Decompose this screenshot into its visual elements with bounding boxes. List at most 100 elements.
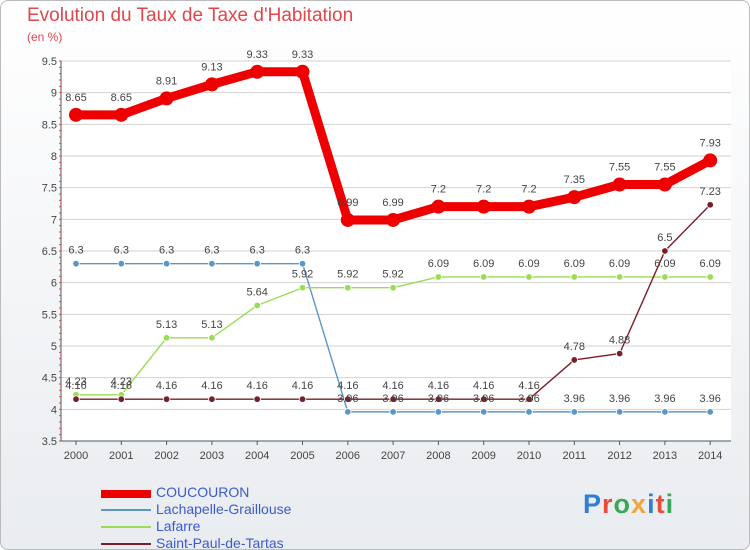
data-label: 5.13 [201, 319, 222, 331]
x-tick-label: 2002 [154, 450, 178, 462]
data-point [344, 284, 352, 292]
data-point [72, 259, 80, 268]
data-label: 6.09 [654, 258, 675, 270]
data-point [476, 199, 491, 214]
data-label: 6.3 [159, 245, 174, 257]
data-label: 4.16 [428, 380, 449, 392]
data-point [253, 301, 261, 310]
y-tick-label: 6.5 [42, 246, 57, 258]
data-point [706, 201, 714, 209]
data-point [162, 259, 171, 268]
data-point [298, 259, 307, 268]
proxiti-logo: Proxiti [583, 489, 674, 520]
legend-label: Lachapelle-Graillouse [156, 501, 292, 517]
data-point [389, 408, 397, 416]
data-point [706, 273, 714, 281]
data-label: 7.2 [431, 184, 446, 196]
data-point [525, 273, 533, 281]
data-point [431, 199, 446, 214]
data-label: 4.16 [246, 380, 267, 392]
data-label: 3.96 [654, 393, 675, 405]
data-point [657, 177, 672, 192]
data-label: 4.16 [201, 380, 222, 392]
data-point [434, 408, 443, 416]
y-tick-label: 5.5 [42, 309, 57, 321]
data-label: 4.16 [518, 380, 539, 392]
data-point [480, 408, 488, 416]
data-label: 6.3 [68, 245, 83, 257]
data-label: 7.55 [609, 162, 630, 174]
y-tick-label: 4.5 [42, 373, 57, 385]
y-tick-label: 7 [51, 214, 57, 226]
data-point [525, 395, 533, 403]
data-point [706, 408, 714, 416]
data-label: 6.3 [204, 245, 219, 257]
data-label: 3.96 [699, 393, 720, 405]
data-label: 7.2 [521, 184, 536, 196]
data-point [253, 395, 261, 403]
data-point [162, 395, 171, 403]
data-label: 8.65 [65, 92, 86, 104]
data-label: 9.13 [201, 61, 222, 73]
x-tick-label: 2011 [562, 450, 586, 462]
logo-letter: P [583, 489, 603, 519]
data-point [570, 356, 578, 364]
data-label: 6.09 [564, 258, 585, 270]
logo-letter: i [665, 489, 675, 519]
x-tick-label: 2000 [64, 450, 88, 462]
data-point [208, 259, 216, 268]
data-point [72, 395, 80, 403]
data-label: 3.96 [382, 393, 403, 405]
legend-swatch [101, 490, 151, 498]
y-tick-label: 3.5 [42, 436, 57, 448]
data-label: 4.88 [609, 335, 630, 347]
data-label: 3.96 [609, 393, 630, 405]
data-point [661, 408, 669, 416]
data-point [253, 259, 261, 268]
data-label: 6.5 [657, 232, 672, 244]
y-tick-label: 9.5 [42, 56, 57, 68]
x-tick-label: 2010 [517, 450, 541, 462]
data-label: 7.55 [654, 162, 675, 174]
data-label: 6.09 [473, 258, 494, 270]
data-label: 4.16 [473, 380, 494, 392]
data-label: 4.16 [156, 380, 177, 392]
data-point [570, 408, 578, 416]
data-point [480, 273, 488, 281]
data-point [340, 212, 355, 227]
data-point [298, 284, 307, 292]
x-tick-label: 2012 [607, 450, 631, 462]
data-label: 6.09 [428, 258, 449, 270]
data-point [389, 284, 397, 292]
x-tick-label: 2004 [245, 450, 269, 462]
data-label: 6.09 [609, 258, 630, 270]
x-tick-label: 2003 [200, 450, 224, 462]
chart-title: Evolution du Taux de Taxe d'Habitation [27, 5, 354, 26]
data-label: 5.64 [246, 286, 267, 298]
data-label: 8.91 [156, 75, 177, 87]
x-tick-label: 2014 [698, 450, 722, 462]
logo-letter: o [613, 489, 632, 519]
data-label: 5.92 [382, 269, 403, 281]
data-point [208, 334, 216, 342]
data-label: 9.33 [246, 49, 267, 61]
data-label: 5.13 [156, 319, 177, 331]
data-point [480, 395, 488, 403]
y-tick-label: 6 [51, 278, 57, 290]
data-label: 6.99 [337, 197, 358, 209]
y-tick-label: 8.5 [42, 119, 57, 131]
logo-letter: x [631, 489, 648, 519]
data-point [570, 273, 578, 281]
data-label: 3.96 [518, 393, 539, 405]
data-label: 3.96 [428, 393, 449, 405]
x-tick-label: 2013 [653, 450, 677, 462]
data-point [389, 395, 397, 403]
data-label: 7.93 [699, 137, 720, 149]
data-point [615, 349, 624, 358]
data-label: 4.23 [111, 376, 132, 388]
legend-label: Saint-Paul-de-Tartas [156, 535, 284, 550]
data-point [204, 77, 219, 92]
data-label: 3.96 [564, 393, 585, 405]
data-label: 6.3 [250, 245, 265, 257]
